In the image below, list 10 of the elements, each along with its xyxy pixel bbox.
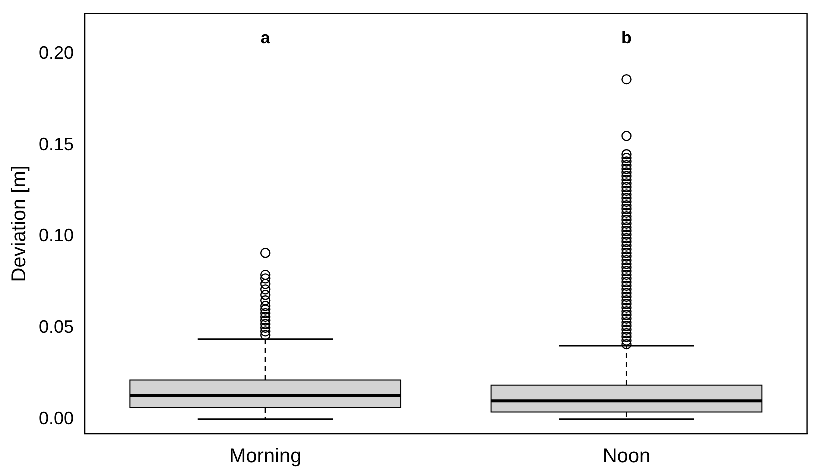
y-axis-title: Deviation [m] — [8, 166, 31, 282]
x-tick-label: Noon — [602, 446, 651, 468]
annotation: b — [622, 28, 632, 48]
y-tick-label: 0.05 — [38, 317, 74, 338]
annotation: a — [260, 28, 271, 48]
x-tick-label: Morning — [229, 446, 302, 468]
y-tick-label: 0.10 — [38, 226, 74, 246]
y-tick-label: 0.20 — [38, 42, 74, 63]
y-tick-label: 0.00 — [38, 408, 74, 428]
y-tick-label: 0.15 — [38, 134, 74, 154]
